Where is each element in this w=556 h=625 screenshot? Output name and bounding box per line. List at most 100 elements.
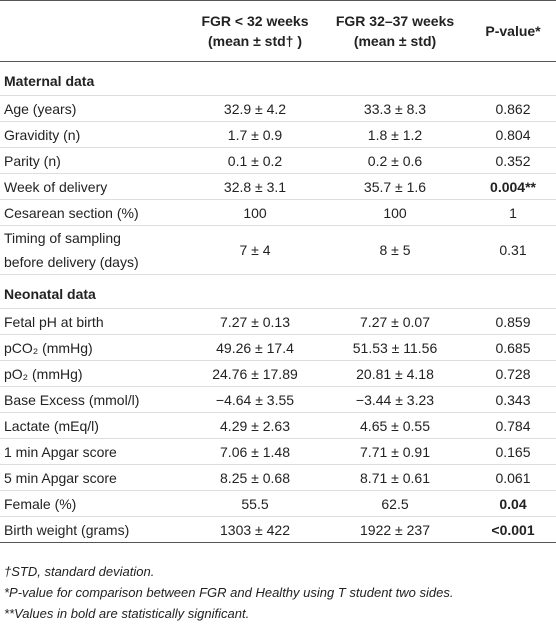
header-text: FGR 32–37 weeks bbox=[335, 13, 455, 29]
value-cell: 7.71 ± 0.91 bbox=[320, 438, 470, 465]
value-cell: 0.784 bbox=[470, 412, 556, 439]
data-table: FGR < 32 weeks (mean ± std† ) FGR 32–37 we… bbox=[0, 1, 556, 543]
value-cell: 0.2 ± 0.6 bbox=[320, 147, 470, 174]
data-row: Cesarean section (%) 100 100 1 bbox=[0, 199, 556, 226]
value-cell: 0.685 bbox=[470, 334, 556, 361]
value-cell: 7.27 ± 0.07 bbox=[320, 308, 470, 335]
label-text: Lactate (mEq/l) bbox=[4, 417, 99, 434]
value-cell: 7 ± 4 bbox=[190, 225, 320, 275]
value-cell: 4.65 ± 0.55 bbox=[320, 412, 470, 439]
value-cell: 0.804 bbox=[470, 121, 556, 148]
footnotes: †STD, standard deviation. *P-value for co… bbox=[4, 561, 453, 624]
value-cell: 8.25 ± 0.68 bbox=[190, 464, 320, 491]
header-cell: FGR < 32 weeks (mean ± std† ) bbox=[190, 1, 320, 62]
data-row: pO₂ (mmHg) 24.76 ± 17.89 20.81 ± 4.18 0.728 bbox=[0, 360, 556, 387]
section-title: Maternal data bbox=[0, 61, 556, 96]
label-text: before delivery (days) bbox=[4, 254, 139, 270]
data-row: pCO₂ (mmHg) 49.26 ± 17.4 51.53 ± 11.56 0.68… bbox=[0, 334, 556, 361]
value-cell: 100 bbox=[190, 199, 320, 226]
row-label: Cesarean section (%) bbox=[0, 199, 190, 226]
value-cell: 20.81 ± 4.18 bbox=[320, 360, 470, 387]
value-cell: −4.64 ± 3.55 bbox=[190, 386, 320, 413]
value-cell: 0.352 bbox=[470, 147, 556, 174]
value-cell: 33.3 ± 8.3 bbox=[320, 95, 470, 122]
header-text: P-value* bbox=[485, 23, 541, 39]
label-text: Female (%) bbox=[4, 495, 77, 512]
label-text: pO₂ (mmHg) bbox=[4, 365, 83, 382]
data-row: 5 min Apgar score 8.25 ± 0.68 8.71 ± 0.61 0… bbox=[0, 464, 556, 491]
header-cell: P-value* bbox=[470, 1, 556, 62]
value-cell: 55.5 bbox=[190, 490, 320, 517]
label-text: Gravidity (n) bbox=[4, 126, 81, 143]
value-cell: 24.76 ± 17.89 bbox=[190, 360, 320, 387]
value-cell: 0.165 bbox=[470, 438, 556, 465]
value-cell: 0.04 bbox=[470, 490, 556, 517]
footnote: †STD, standard deviation. bbox=[4, 564, 155, 579]
row-label: Week of delivery bbox=[0, 173, 190, 200]
row-label: Timing of sampling before delivery (days) bbox=[0, 225, 190, 275]
value-cell: 51.53 ± 11.56 bbox=[320, 334, 470, 361]
value-cell: 1303 ± 422 bbox=[190, 516, 320, 543]
row-label: Age (years) bbox=[0, 95, 190, 122]
data-row: Birth weight (grams) 1303 ± 422 1922 ± 237… bbox=[0, 516, 556, 543]
header-text: (mean ± std) bbox=[353, 33, 437, 49]
label-text: 5 min Apgar score bbox=[4, 469, 117, 486]
value-cell: 0.004** bbox=[470, 173, 556, 200]
row-label: 1 min Apgar score bbox=[0, 438, 190, 465]
value-cell: 0.859 bbox=[470, 308, 556, 335]
row-label: Lactate (mEq/l) bbox=[0, 412, 190, 439]
header-text: FGR < 32 weeks bbox=[201, 13, 309, 29]
label-text: pCO₂ (mmHg) bbox=[4, 339, 93, 356]
value-cell: 0.343 bbox=[470, 386, 556, 413]
value-cell: 49.26 ± 17.4 bbox=[190, 334, 320, 361]
value-cell: 8 ± 5 bbox=[320, 225, 470, 275]
value-cell: 0.1 ± 0.2 bbox=[190, 147, 320, 174]
section-title: Neonatal data bbox=[0, 274, 556, 309]
label-text: Fetal pH at birth bbox=[4, 313, 104, 330]
value-cell: 0.31 bbox=[470, 225, 556, 275]
data-row: Timing of sampling before delivery (days)… bbox=[0, 225, 556, 275]
header-cell: FGR 32–37 weeks (mean ± std) bbox=[320, 1, 470, 62]
value-cell: 0.728 bbox=[470, 360, 556, 387]
value-cell: 62.5 bbox=[320, 490, 470, 517]
value-cell: 1.8 ± 1.2 bbox=[320, 121, 470, 148]
value-cell: 8.71 ± 0.61 bbox=[320, 464, 470, 491]
label-text: Cesarean section (%) bbox=[4, 204, 139, 221]
row-label: Fetal pH at birth bbox=[0, 308, 190, 335]
footnote: **Values in bold are statistically signi… bbox=[4, 606, 250, 621]
data-row: Age (years) 32.9 ± 4.2 33.3 ± 8.3 0.862 bbox=[0, 95, 556, 122]
label-text: Week of delivery bbox=[4, 178, 108, 195]
label-text: Age (years) bbox=[4, 100, 77, 117]
label-text: Timing of sampling bbox=[4, 230, 121, 246]
row-label: Female (%) bbox=[0, 490, 190, 517]
value-cell: 7.27 ± 0.13 bbox=[190, 308, 320, 335]
value-cell: 35.7 ± 1.6 bbox=[320, 173, 470, 200]
data-row: 1 min Apgar score 7.06 ± 1.48 7.71 ± 0.91 0… bbox=[0, 438, 556, 465]
data-row: Female (%) 55.5 62.5 0.04 bbox=[0, 490, 556, 517]
header-row: FGR < 32 weeks (mean ± std† ) FGR 32–37 we… bbox=[0, 1, 556, 62]
value-cell: 100 bbox=[320, 199, 470, 226]
label-text: Parity (n) bbox=[4, 152, 61, 169]
data-row: Week of delivery 32.8 ± 3.1 35.7 ± 1.6 0.00… bbox=[0, 173, 556, 200]
value-cell: 1.7 ± 0.9 bbox=[190, 121, 320, 148]
data-row: Base Excess (mmol/l) −4.64 ± 3.55 −3.44 ± … bbox=[0, 386, 556, 413]
section-row: Maternal data bbox=[0, 61, 556, 96]
value-cell: 1922 ± 237 bbox=[320, 516, 470, 543]
row-label: Base Excess (mmol/l) bbox=[0, 386, 190, 413]
data-row: Gravidity (n) 1.7 ± 0.9 1.8 ± 1.2 0.804 bbox=[0, 121, 556, 148]
footnote: *P-value for comparison between FGR and … bbox=[4, 585, 454, 600]
header-text: (mean ± std† ) bbox=[207, 33, 303, 49]
row-label: Parity (n) bbox=[0, 147, 190, 174]
value-cell: 0.061 bbox=[470, 464, 556, 491]
label-text: Base Excess (mmol/l) bbox=[4, 391, 140, 408]
value-cell: −3.44 ± 3.23 bbox=[320, 386, 470, 413]
data-row: Parity (n) 0.1 ± 0.2 0.2 ± 0.6 0.352 bbox=[0, 147, 556, 174]
row-label: 5 min Apgar score bbox=[0, 464, 190, 491]
label-text: Birth weight (grams) bbox=[4, 521, 130, 538]
label-text: 1 min Apgar score bbox=[4, 443, 117, 460]
data-row: Lactate (mEq/l) 4.29 ± 2.63 4.65 ± 0.55 0.7… bbox=[0, 412, 556, 439]
row-label: Gravidity (n) bbox=[0, 121, 190, 148]
row-label: Birth weight (grams) bbox=[0, 516, 190, 543]
section-row: Neonatal data bbox=[0, 274, 556, 309]
